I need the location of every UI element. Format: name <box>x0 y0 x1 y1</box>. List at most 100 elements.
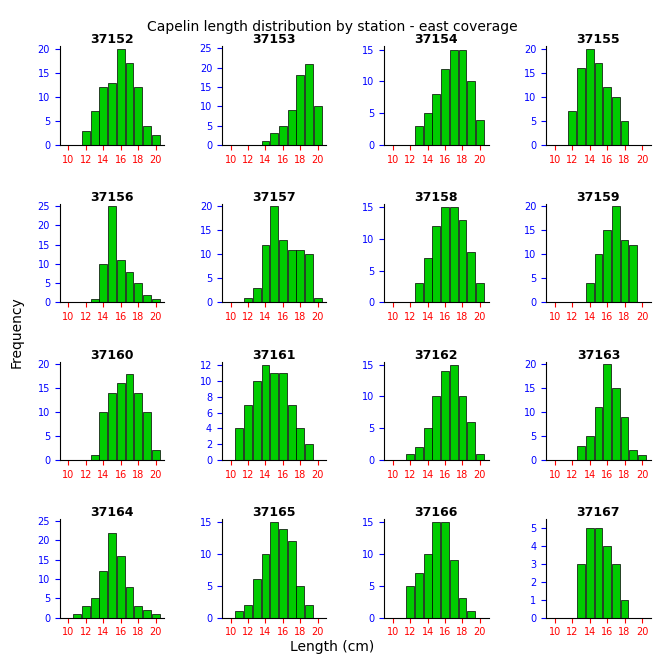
Bar <box>441 371 449 460</box>
Bar <box>629 450 637 460</box>
Bar <box>603 546 611 618</box>
Bar <box>151 299 159 303</box>
Bar <box>476 284 484 303</box>
Bar <box>134 87 142 145</box>
Bar <box>279 529 287 618</box>
Bar <box>424 258 432 303</box>
Bar <box>406 586 414 618</box>
Bar <box>253 381 261 460</box>
Bar <box>415 126 423 145</box>
Bar <box>143 125 151 145</box>
Title: 37166: 37166 <box>414 506 458 519</box>
Bar <box>459 598 466 618</box>
Bar <box>262 141 270 145</box>
Bar <box>117 556 125 618</box>
Bar <box>73 614 81 618</box>
Bar <box>305 254 313 303</box>
Bar <box>441 68 449 145</box>
Bar <box>621 600 629 618</box>
Bar <box>125 272 133 303</box>
Bar <box>244 405 252 460</box>
Bar <box>612 564 620 618</box>
Bar <box>459 50 466 145</box>
Bar <box>100 87 108 145</box>
Bar <box>415 573 423 618</box>
Bar <box>629 245 637 303</box>
Title: 37160: 37160 <box>90 349 134 361</box>
Bar <box>108 206 116 303</box>
Bar <box>603 364 611 460</box>
Bar <box>134 283 142 303</box>
Bar <box>296 76 304 145</box>
Bar <box>424 554 432 618</box>
Bar <box>288 405 295 460</box>
Bar <box>415 284 423 303</box>
Bar <box>424 428 432 460</box>
Bar <box>459 396 466 460</box>
Bar <box>151 450 159 460</box>
Bar <box>100 264 108 303</box>
Bar <box>253 580 261 618</box>
Bar <box>450 365 457 460</box>
Bar <box>108 533 116 618</box>
Bar <box>450 207 457 303</box>
Bar <box>236 428 243 460</box>
Bar <box>253 288 261 303</box>
Bar <box>108 392 116 460</box>
Bar <box>82 606 90 618</box>
Bar <box>621 417 629 460</box>
Bar <box>594 528 602 618</box>
Bar <box>450 560 457 618</box>
Bar <box>117 260 125 303</box>
Title: 37155: 37155 <box>576 33 620 46</box>
Bar <box>441 207 449 303</box>
Title: 37158: 37158 <box>414 191 458 204</box>
Bar <box>638 456 646 460</box>
Bar <box>117 383 125 460</box>
Bar <box>441 523 449 618</box>
Bar <box>594 407 602 460</box>
Bar <box>296 586 304 618</box>
Bar <box>288 110 295 145</box>
Title: 37162: 37162 <box>414 349 458 361</box>
Bar <box>432 226 440 303</box>
Text: Length (cm): Length (cm) <box>290 640 374 654</box>
Bar <box>467 422 475 460</box>
Bar <box>117 49 125 145</box>
Bar <box>151 135 159 145</box>
Bar <box>91 598 98 618</box>
Bar <box>586 528 594 618</box>
Bar <box>108 82 116 145</box>
Bar <box>125 586 133 618</box>
Bar <box>279 373 287 460</box>
Bar <box>125 63 133 145</box>
Bar <box>594 254 602 303</box>
Bar <box>305 64 313 145</box>
Bar <box>603 87 611 145</box>
Bar <box>279 125 287 145</box>
Bar <box>577 68 585 145</box>
Text: Capelin length distribution by station - east coverage: Capelin length distribution by station -… <box>147 20 517 34</box>
Bar <box>415 448 423 460</box>
Bar <box>612 97 620 145</box>
Bar <box>270 373 278 460</box>
Bar <box>586 436 594 460</box>
Bar <box>134 392 142 460</box>
Bar <box>577 564 585 618</box>
Bar <box>279 240 287 303</box>
Bar <box>612 388 620 460</box>
Title: 37167: 37167 <box>576 506 620 519</box>
Bar <box>134 606 142 618</box>
Bar <box>143 295 151 303</box>
Bar <box>91 299 98 303</box>
Bar <box>450 50 457 145</box>
Title: 37164: 37164 <box>90 506 134 519</box>
Bar <box>621 240 629 303</box>
Bar <box>244 297 252 303</box>
Bar <box>467 82 475 145</box>
Bar <box>262 554 270 618</box>
Bar <box>100 412 108 460</box>
Bar <box>568 112 576 145</box>
Bar <box>406 454 414 460</box>
Bar <box>305 605 313 618</box>
